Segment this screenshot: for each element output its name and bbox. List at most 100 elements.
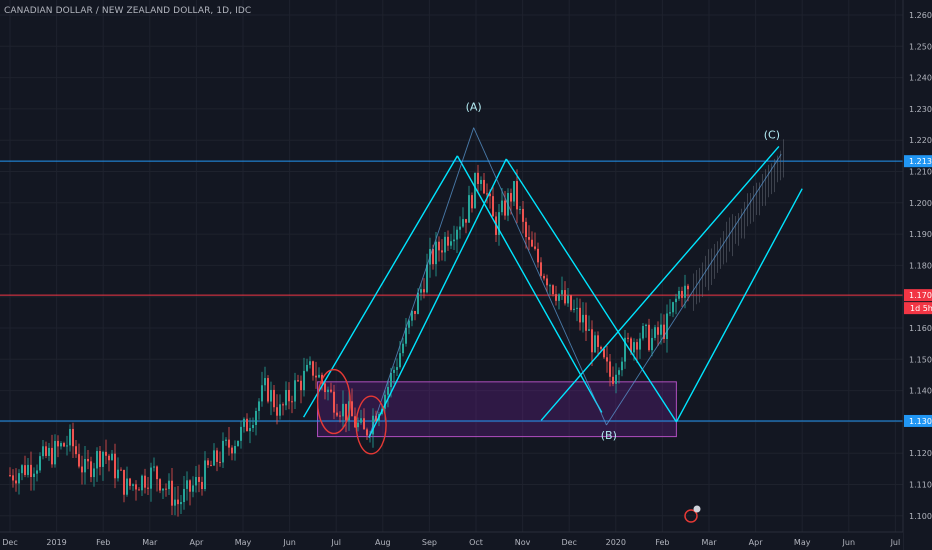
time-axis-panel[interactable] bbox=[0, 532, 903, 550]
candle-body bbox=[339, 415, 341, 417]
candle-body bbox=[72, 428, 74, 447]
candle-body bbox=[498, 212, 500, 235]
candle-body bbox=[576, 307, 578, 309]
x-tick-label: May bbox=[235, 538, 252, 547]
candle-body bbox=[477, 172, 479, 184]
channel-line bbox=[505, 158, 677, 423]
circle-marker bbox=[316, 368, 351, 435]
candle-body bbox=[468, 195, 470, 223]
candle-body bbox=[48, 447, 50, 456]
candle-body bbox=[69, 428, 71, 446]
wave-projection-line bbox=[606, 154, 782, 426]
candle-body bbox=[570, 295, 572, 310]
candle-body bbox=[252, 425, 254, 429]
candle-body bbox=[411, 310, 413, 321]
candle-body bbox=[471, 195, 473, 209]
candle-body bbox=[138, 489, 140, 491]
x-tick-label: 2020 bbox=[606, 538, 626, 547]
candle-body bbox=[384, 394, 386, 409]
x-tick-label: 2019 bbox=[46, 538, 66, 547]
candle-body bbox=[135, 484, 137, 490]
candle-body bbox=[162, 488, 164, 491]
x-tick-label: Jun bbox=[282, 538, 296, 547]
candle-body bbox=[291, 401, 293, 403]
candle-body bbox=[633, 342, 635, 353]
candle-body bbox=[489, 193, 491, 197]
candle-body bbox=[510, 193, 512, 202]
y-tick-label: 1.2100 bbox=[909, 168, 932, 177]
candle-body bbox=[156, 466, 158, 480]
candle-body bbox=[54, 440, 56, 465]
candle-body bbox=[78, 454, 80, 467]
candle-body bbox=[288, 389, 290, 402]
candle-body bbox=[210, 465, 212, 467]
price-tag-box bbox=[904, 414, 932, 427]
y-tick-label: 1.1500 bbox=[909, 355, 932, 364]
candle-body bbox=[318, 374, 320, 378]
candle-body bbox=[180, 502, 182, 505]
candle-body bbox=[615, 374, 617, 384]
candle-body bbox=[297, 380, 299, 382]
x-tick-label: Feb bbox=[655, 538, 669, 547]
candle-body bbox=[453, 239, 455, 242]
candle-body bbox=[621, 361, 623, 371]
candle-body bbox=[363, 418, 365, 430]
candle-body bbox=[558, 294, 560, 301]
candle-body bbox=[204, 460, 206, 490]
y-tick-label: 1.2300 bbox=[909, 105, 932, 114]
candle-body bbox=[525, 221, 527, 238]
candle-body bbox=[168, 480, 170, 490]
candle-body bbox=[30, 464, 32, 478]
channel-lines-layer bbox=[302, 146, 803, 438]
candle-body bbox=[147, 487, 149, 489]
candle-body bbox=[99, 451, 101, 467]
candle-body bbox=[222, 440, 224, 463]
candle-body bbox=[612, 376, 614, 384]
candle-body bbox=[279, 404, 281, 416]
price-tag-label: 1.1303 bbox=[909, 417, 932, 426]
x-tick-label: Jun bbox=[842, 538, 856, 547]
candle-body bbox=[585, 314, 587, 331]
candle-body bbox=[474, 172, 476, 209]
candle-body bbox=[129, 478, 131, 486]
candle-body bbox=[603, 348, 605, 358]
candle-body bbox=[165, 488, 167, 490]
candle-body bbox=[375, 415, 377, 422]
candle-body bbox=[420, 289, 422, 293]
candle-body bbox=[366, 429, 368, 436]
candle-body bbox=[678, 290, 680, 299]
candle-body bbox=[198, 477, 200, 482]
candle-body bbox=[408, 320, 410, 328]
candle-body bbox=[390, 372, 392, 388]
y-tick-label: 1.2500 bbox=[909, 42, 932, 51]
candle-body bbox=[285, 389, 287, 406]
price-axis-panel[interactable] bbox=[903, 0, 932, 550]
candle-body bbox=[42, 446, 44, 457]
candle-body bbox=[675, 298, 677, 303]
candle-body bbox=[207, 460, 209, 466]
candle-body bbox=[657, 327, 659, 335]
event-flag-icon[interactable] bbox=[684, 505, 701, 523]
candle-body bbox=[213, 450, 215, 466]
candle-body bbox=[108, 455, 110, 461]
candle-body bbox=[537, 248, 539, 263]
candle-body bbox=[117, 469, 119, 479]
event-flag-icon-dot bbox=[693, 505, 701, 513]
candle-body bbox=[594, 335, 596, 353]
candle-body bbox=[522, 208, 524, 222]
circle-marker bbox=[355, 395, 387, 455]
x-tick-label: Apr bbox=[749, 538, 764, 547]
candle-body bbox=[24, 465, 26, 475]
candle-body bbox=[102, 451, 104, 467]
candle-body bbox=[663, 324, 665, 339]
candle-body bbox=[579, 307, 581, 323]
price-tag-box bbox=[904, 155, 932, 168]
candle-body bbox=[309, 361, 311, 365]
y-tick-label: 1.2200 bbox=[909, 136, 932, 145]
candle-body bbox=[450, 241, 452, 246]
candle-body bbox=[189, 480, 191, 492]
candle-body bbox=[438, 241, 440, 251]
zone-layer bbox=[317, 381, 677, 438]
candle-body bbox=[45, 446, 47, 456]
